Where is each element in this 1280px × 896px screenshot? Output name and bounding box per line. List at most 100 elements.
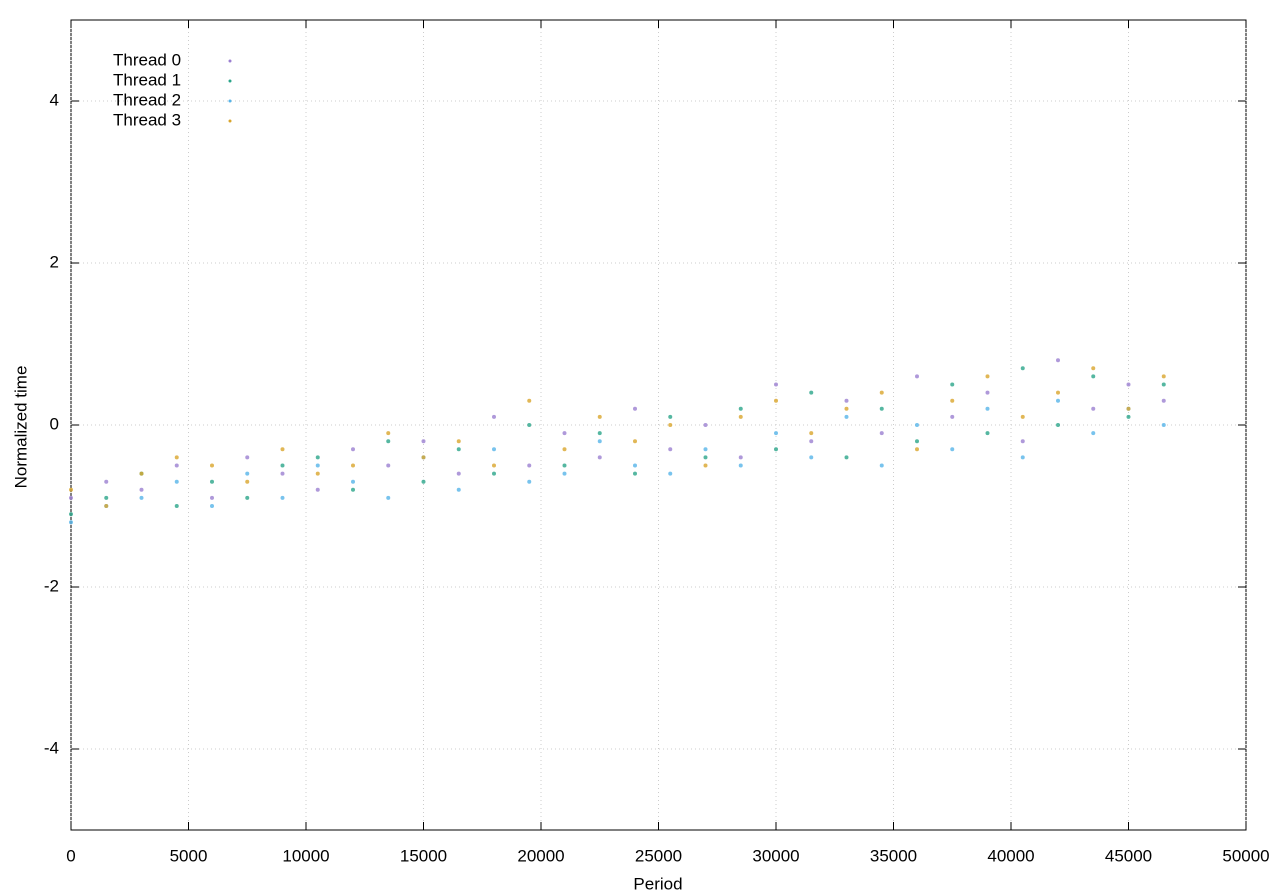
x-tick-label: 5000 <box>170 846 208 865</box>
y-tick-label: 4 <box>50 90 59 109</box>
point <box>915 439 919 444</box>
point <box>668 414 673 419</box>
point <box>738 414 743 419</box>
point <box>69 495 73 500</box>
point <box>104 504 109 508</box>
point <box>703 455 708 460</box>
point <box>315 471 320 476</box>
legend-label: Thread 0 <box>113 50 181 69</box>
point <box>985 431 990 436</box>
x-tick-label: 30000 <box>752 846 799 865</box>
point <box>527 463 532 468</box>
point <box>210 495 214 500</box>
x-tick-label: 40000 <box>987 846 1034 865</box>
point <box>1020 439 1025 444</box>
point <box>139 487 144 492</box>
point <box>386 463 391 468</box>
point <box>280 463 285 468</box>
point <box>774 398 778 403</box>
point <box>280 447 285 452</box>
point <box>245 455 250 460</box>
point <box>985 374 990 379</box>
point <box>950 382 955 387</box>
x-tick-label: 10000 <box>282 846 329 865</box>
point <box>386 495 391 500</box>
x-tick-label: 15000 <box>400 846 447 865</box>
point <box>315 487 320 492</box>
point <box>1161 382 1166 387</box>
point <box>915 374 919 379</box>
point <box>456 471 461 476</box>
point <box>104 479 109 484</box>
point <box>738 406 743 411</box>
point <box>351 479 355 484</box>
point <box>1161 374 1166 379</box>
y-tick-label: -2 <box>44 576 59 595</box>
point <box>527 479 532 484</box>
point <box>562 471 567 476</box>
y-tick-label: 2 <box>50 252 59 271</box>
point <box>1020 414 1025 419</box>
point <box>915 423 919 427</box>
point <box>69 487 73 492</box>
point <box>1126 406 1131 411</box>
point <box>950 447 955 452</box>
point <box>174 455 179 460</box>
legend-marker <box>228 99 232 103</box>
point <box>1091 406 1096 411</box>
point <box>174 463 179 468</box>
point <box>879 390 884 395</box>
point <box>386 439 391 444</box>
point <box>280 495 285 500</box>
legend-marker <box>228 79 232 83</box>
y-axis-label: Normalized time <box>11 366 30 489</box>
point <box>633 463 637 468</box>
point <box>738 455 743 460</box>
point <box>633 439 637 444</box>
point <box>386 431 391 436</box>
point <box>668 447 673 452</box>
point <box>668 423 673 427</box>
point <box>809 455 814 460</box>
point <box>527 423 532 427</box>
point <box>844 398 849 403</box>
point <box>1020 455 1025 460</box>
point <box>104 495 109 500</box>
point <box>1091 366 1096 371</box>
legend-marker <box>228 59 232 63</box>
point <box>527 398 532 403</box>
point <box>174 504 179 508</box>
x-tick-label: 45000 <box>1105 846 1152 865</box>
point <box>245 495 250 500</box>
point <box>879 463 884 468</box>
point <box>562 431 567 436</box>
point <box>315 463 320 468</box>
point <box>245 479 250 484</box>
point <box>421 455 426 460</box>
point <box>456 447 461 452</box>
point <box>1126 414 1131 419</box>
x-axis-label: Period <box>633 874 682 893</box>
point <box>809 439 814 444</box>
point <box>879 406 884 411</box>
point <box>844 455 849 460</box>
legend-label: Thread 3 <box>113 110 181 129</box>
point <box>139 495 144 500</box>
legend-marker <box>228 119 232 123</box>
point <box>1056 358 1060 363</box>
point <box>633 406 637 411</box>
legend-label: Thread 2 <box>113 90 181 109</box>
point <box>492 463 496 468</box>
point <box>1056 398 1060 403</box>
x-tick-label: 25000 <box>635 846 682 865</box>
point <box>950 414 955 419</box>
point <box>280 471 285 476</box>
point <box>315 455 320 460</box>
point <box>351 487 355 492</box>
x-tick-label: 20000 <box>517 846 564 865</box>
point <box>1161 423 1166 427</box>
point <box>774 431 778 436</box>
point <box>456 439 461 444</box>
point <box>69 512 73 517</box>
